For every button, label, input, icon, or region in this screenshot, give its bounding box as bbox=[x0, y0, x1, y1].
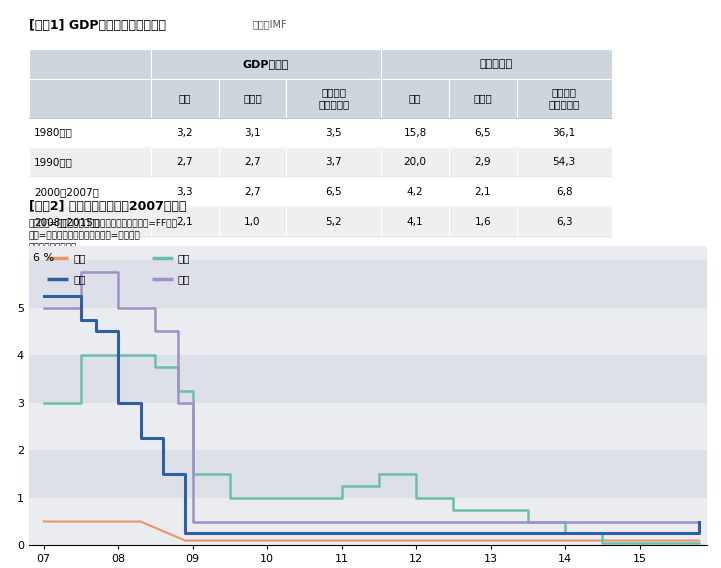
FancyBboxPatch shape bbox=[29, 207, 151, 237]
Text: 欧州=リファイナンス金利　英国=レポ金利: 欧州=リファイナンス金利 英国=レポ金利 bbox=[29, 231, 141, 240]
Text: 米国: 米国 bbox=[74, 274, 86, 284]
Text: 4,2: 4,2 bbox=[407, 187, 423, 197]
FancyBboxPatch shape bbox=[151, 118, 218, 148]
Text: 先進国: 先進国 bbox=[243, 93, 262, 103]
FancyBboxPatch shape bbox=[449, 177, 517, 207]
Text: 英国: 英国 bbox=[178, 274, 190, 284]
Text: 2,7: 2,7 bbox=[244, 187, 261, 197]
FancyBboxPatch shape bbox=[381, 49, 611, 79]
Text: 2000～2007年: 2000～2007年 bbox=[35, 187, 99, 197]
Text: 2,9: 2,9 bbox=[474, 157, 491, 168]
Text: 1990年代: 1990年代 bbox=[35, 157, 73, 168]
FancyBboxPatch shape bbox=[151, 148, 218, 177]
Text: 資料：IMF: 資料：IMF bbox=[252, 19, 287, 30]
FancyBboxPatch shape bbox=[449, 148, 517, 177]
Text: 2,1: 2,1 bbox=[474, 187, 491, 197]
Text: 世界: 世界 bbox=[179, 93, 191, 103]
FancyBboxPatch shape bbox=[218, 79, 286, 118]
Text: 20,0: 20,0 bbox=[404, 157, 427, 168]
FancyBboxPatch shape bbox=[29, 79, 151, 118]
FancyBboxPatch shape bbox=[218, 148, 286, 177]
Text: [図表1] GDP成長率とインフレ率: [図表1] GDP成長率とインフレ率 bbox=[29, 19, 166, 32]
FancyBboxPatch shape bbox=[29, 177, 151, 207]
Text: 世界: 世界 bbox=[409, 93, 421, 103]
Text: 新興国・
発展途上国: 新興国・ 発展途上国 bbox=[549, 87, 580, 110]
FancyBboxPatch shape bbox=[286, 207, 381, 237]
Text: 6,5: 6,5 bbox=[474, 128, 491, 137]
Text: 資料：各国中央銀行: 資料：各国中央銀行 bbox=[29, 244, 77, 253]
FancyBboxPatch shape bbox=[218, 207, 286, 237]
FancyBboxPatch shape bbox=[449, 79, 517, 118]
Text: 1,0: 1,0 bbox=[244, 217, 261, 227]
Bar bbox=[29, 260, 707, 308]
Text: 欧州: 欧州 bbox=[178, 253, 190, 263]
Text: 5,2: 5,2 bbox=[325, 217, 342, 227]
Text: 15,8: 15,8 bbox=[404, 128, 427, 137]
Text: 2,7: 2,7 bbox=[177, 157, 193, 168]
Text: 注：日本=無担保コールレート（翌日物）　米国=FF金利: 注：日本=無担保コールレート（翌日物） 米国=FF金利 bbox=[29, 219, 177, 227]
Text: 6,8: 6,8 bbox=[556, 187, 572, 197]
Text: 2,1: 2,1 bbox=[177, 217, 193, 227]
FancyBboxPatch shape bbox=[286, 79, 381, 118]
FancyBboxPatch shape bbox=[286, 177, 381, 207]
Text: 2008～2015年: 2008～2015年 bbox=[35, 217, 99, 227]
Text: 日本: 日本 bbox=[74, 253, 86, 263]
FancyBboxPatch shape bbox=[449, 207, 517, 237]
Text: 3,1: 3,1 bbox=[244, 128, 261, 137]
FancyBboxPatch shape bbox=[517, 177, 611, 207]
Text: 1980年代: 1980年代 bbox=[35, 128, 73, 137]
FancyBboxPatch shape bbox=[29, 118, 151, 148]
FancyBboxPatch shape bbox=[286, 148, 381, 177]
FancyBboxPatch shape bbox=[381, 207, 449, 237]
FancyBboxPatch shape bbox=[151, 177, 218, 207]
FancyBboxPatch shape bbox=[381, 79, 449, 118]
FancyBboxPatch shape bbox=[218, 177, 286, 207]
Text: [図表2] 各国の政策金利（2007年～）: [図表2] 各国の政策金利（2007年～） bbox=[29, 200, 186, 213]
FancyBboxPatch shape bbox=[151, 207, 218, 237]
Text: 先進国: 先進国 bbox=[474, 93, 492, 103]
Text: 3,2: 3,2 bbox=[177, 128, 193, 137]
Text: 2,7: 2,7 bbox=[244, 157, 261, 168]
FancyBboxPatch shape bbox=[151, 49, 381, 79]
FancyBboxPatch shape bbox=[29, 49, 151, 79]
Text: インフレ率: インフレ率 bbox=[480, 59, 513, 69]
FancyBboxPatch shape bbox=[381, 148, 449, 177]
Text: 6,5: 6,5 bbox=[325, 187, 342, 197]
FancyBboxPatch shape bbox=[517, 118, 611, 148]
Text: 54,3: 54,3 bbox=[552, 157, 576, 168]
FancyBboxPatch shape bbox=[449, 118, 517, 148]
Text: 3,7: 3,7 bbox=[325, 157, 342, 168]
FancyBboxPatch shape bbox=[29, 148, 151, 177]
Text: GDP成長率: GDP成長率 bbox=[243, 59, 289, 69]
FancyBboxPatch shape bbox=[286, 118, 381, 148]
FancyBboxPatch shape bbox=[517, 79, 611, 118]
Text: 3,5: 3,5 bbox=[325, 128, 342, 137]
Bar bbox=[29, 355, 707, 403]
Text: 1,6: 1,6 bbox=[474, 217, 491, 227]
FancyBboxPatch shape bbox=[381, 118, 449, 148]
Text: 3,3: 3,3 bbox=[177, 187, 193, 197]
Text: 36,1: 36,1 bbox=[552, 128, 576, 137]
Text: 4,1: 4,1 bbox=[407, 217, 423, 227]
FancyBboxPatch shape bbox=[517, 148, 611, 177]
Text: 6,3: 6,3 bbox=[556, 217, 572, 227]
Text: 6 %: 6 % bbox=[32, 253, 53, 263]
FancyBboxPatch shape bbox=[218, 118, 286, 148]
Text: 新興国・
発展途上国: 新興国・ 発展途上国 bbox=[318, 87, 350, 110]
FancyBboxPatch shape bbox=[517, 207, 611, 237]
FancyBboxPatch shape bbox=[381, 177, 449, 207]
FancyBboxPatch shape bbox=[151, 79, 218, 118]
Bar bbox=[29, 450, 707, 498]
